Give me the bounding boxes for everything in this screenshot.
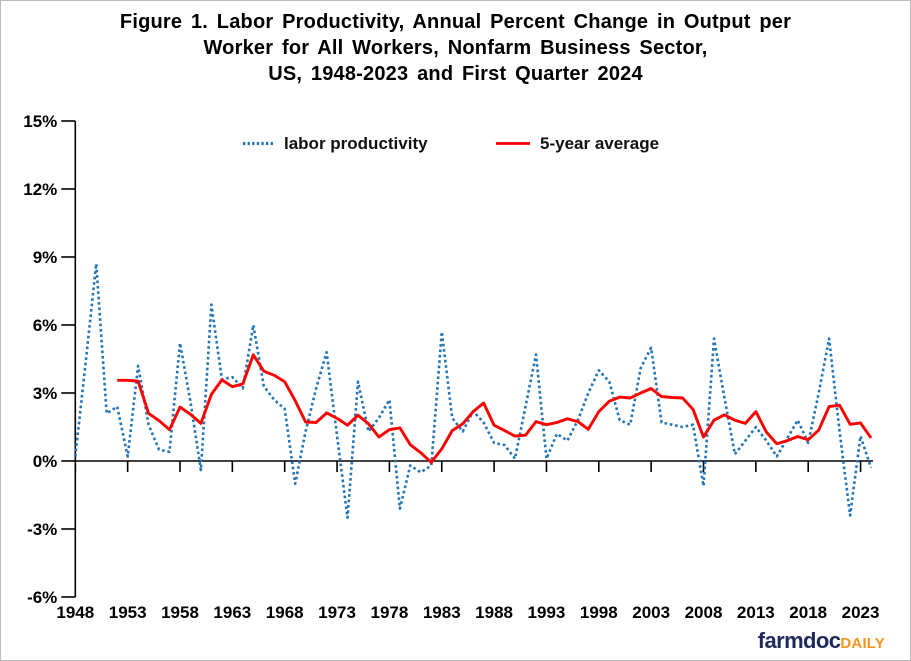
farmdoc-wordmark: farmdoc [757,628,841,653]
solid-line-swatch-icon [496,142,530,145]
y-axis-tick-label: 3% [33,384,58,403]
legend-label-5-year-average: 5-year average [540,133,660,153]
farmdoc-daily-logo: farmdoc DAILY [758,628,885,654]
legend-item-5-year-average: 5-year average [495,133,659,154]
x-axis-tick-label: 1993 [528,603,566,622]
chart-title-line-1: Figure 1. Labor Productivity, Annual Per… [119,11,792,33]
y-axis-tick-label: -3% [27,520,57,539]
y-axis-tick-label: 9% [33,248,58,267]
x-axis-tick-label: 2013 [737,603,775,622]
y-axis-tick-label: 6% [33,316,58,335]
x-axis-tick-label: 2018 [789,603,827,622]
chart-line-labor-productivity [74,262,873,520]
y-axis-tick-label: -6% [27,588,57,607]
y-axis-tick-label: 12% [23,180,57,199]
dotted-line-swatch-icon [243,141,274,146]
x-axis-tick-label: 2008 [685,603,723,622]
y-axis-tick-label: 15% [23,112,57,131]
chart-title-line-3: US, 1948-2023 and First Quarter 2024 [268,63,643,85]
x-axis-tick-label: 1978 [370,603,408,622]
x-axis-tick-label: 1953 [109,603,147,622]
x-axis-tick-label: 2023 [842,603,880,622]
x-axis-tick-label: 1963 [213,603,251,622]
x-axis-tick-label: 1998 [580,603,618,622]
daily-wordmark: DAILY [840,635,885,652]
x-axis-tick-label: 1948 [56,603,94,622]
x-axis-tick-label: 1958 [161,603,199,622]
x-axis-tick-label: 1983 [423,603,461,622]
chart-title-line-2: Worker for All Workers, Nonfarm Business… [203,37,708,59]
chart-title: Figure 1. Labor Productivity, Annual Per… [1,9,910,87]
y-axis-tick-label: 0% [33,452,58,471]
x-axis-tick-label: 2003 [632,603,670,622]
x-axis-tick-label: 1973 [318,603,356,622]
legend-item-labor-productivity: labor productivity [242,133,428,154]
x-axis-tick-label: 1968 [266,603,304,622]
legend-label-labor-productivity: labor productivity [284,133,428,153]
x-axis-tick-label: 1988 [475,603,513,622]
chart-line-5-year-average [117,353,873,464]
